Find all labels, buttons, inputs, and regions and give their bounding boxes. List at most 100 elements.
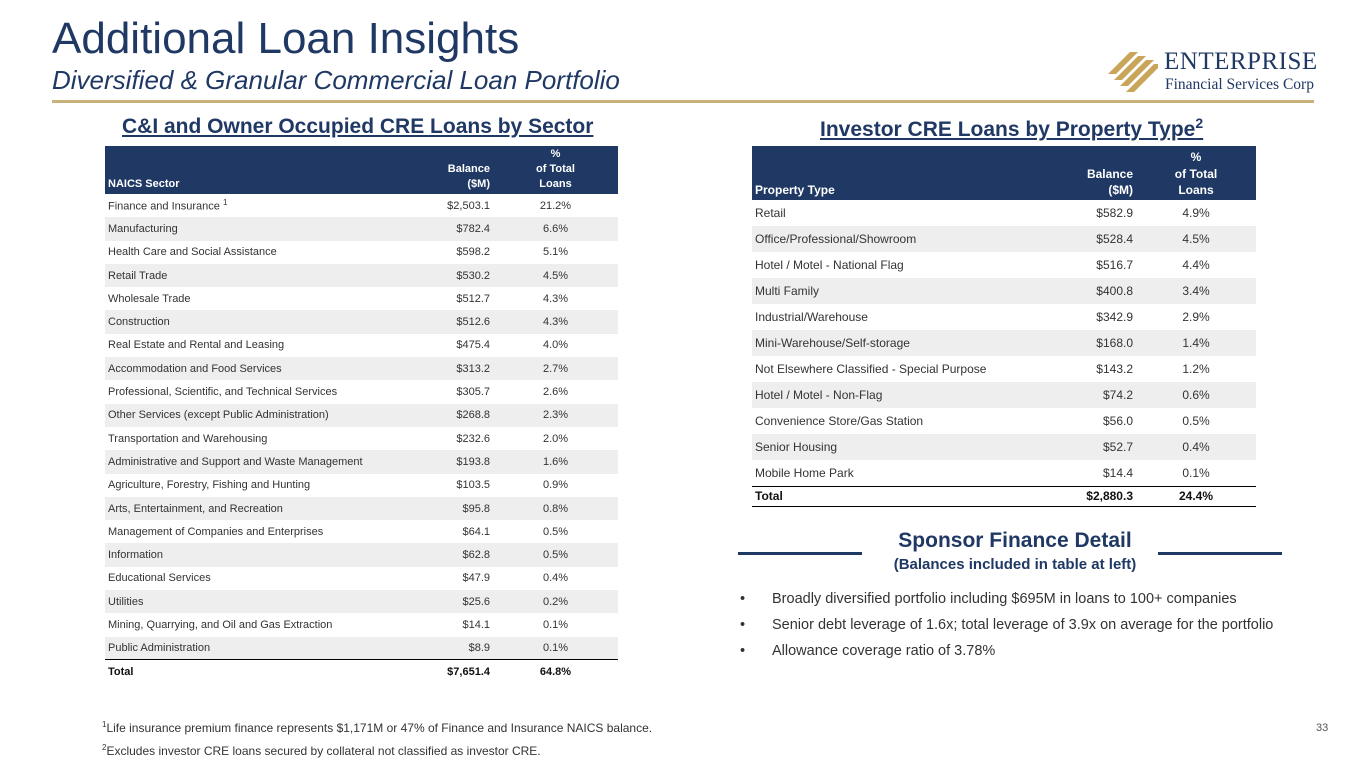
table-row: Mining, Quarrying, and Oil and Gas Extra… — [105, 613, 618, 636]
table-row: Arts, Entertainment, and Recreation $95.8… — [105, 496, 618, 521]
sponsor-divider-left — [738, 552, 862, 555]
row-percent: 4.0% — [542, 339, 569, 352]
row-balance: $64.1 — [462, 525, 490, 538]
row-balance: $56.0 — [1102, 414, 1133, 428]
row-percent: 1.4% — [1136, 330, 1256, 356]
row-label: Not Elsewhere Classified - Special Purpo… — [755, 362, 987, 376]
table-row: Health Care and Social Assistance $598.2 5… — [105, 241, 618, 264]
row-percent: 3.4% — [1136, 278, 1256, 304]
row-label: Professional, Scientific, and Technical … — [108, 386, 338, 399]
total-percent: 64.8% — [493, 659, 618, 683]
row-percent: 0.2% — [493, 590, 618, 614]
sponsor-bullet: Broadly diversified portfolio including … — [740, 588, 1300, 610]
row-balance: $47.9 — [462, 572, 490, 585]
row-label: Construction — [105, 310, 405, 334]
table-row: Office/Professional/Showroom $528.4 4.5% — [752, 226, 1256, 252]
row-label: Mining, Quarrying, and Oil and Gas Extra… — [108, 618, 333, 631]
row-label: Senior Housing — [752, 434, 1052, 460]
table-row: Senior Housing $52.7 0.4% — [752, 434, 1256, 460]
row-balance: $14.1 — [462, 618, 490, 631]
row-label: Mobile Home Park — [755, 465, 854, 480]
row-percent: 0.1% — [493, 636, 618, 660]
company-logo: ENTERPRISE Financial Services Corp — [1108, 48, 1318, 96]
left-section-title: C&I and Owner Occupied CRE Loans by Sect… — [122, 115, 594, 138]
row-percent: 4.3% — [493, 310, 618, 334]
row-balance: $512.6 — [405, 310, 493, 334]
row-percent: 1.2% — [1182, 362, 1210, 376]
row-label: Industrial/Warehouse — [755, 310, 868, 324]
table-header-row: NAICS Sector Balance ($M) % of Total Loans — [105, 146, 618, 194]
row-label: Agriculture, Forestry, Fishing and Hunti… — [108, 479, 311, 492]
sponsor-bullet: Senior debt leverage of 1.6x; total leve… — [740, 614, 1300, 636]
row-label: Information — [105, 543, 405, 567]
row-percent: 0.4% — [542, 572, 569, 585]
table-row: Industrial/Warehouse $342.9 2.9% — [752, 304, 1256, 330]
col-header-type: Property Type — [752, 146, 1052, 200]
row-percent: 0.5% — [542, 525, 569, 538]
table-row: Multi Family $400.8 3.4% — [752, 278, 1256, 304]
total-row: Total $7,651.4 64.8% — [105, 659, 618, 683]
row-label: Wholesale Trade — [108, 292, 191, 305]
row-balance: $74.2 — [1052, 382, 1136, 408]
table-row: Mobile Home Park $14.4 0.1% — [752, 460, 1256, 486]
table-row: Convenience Store/Gas Station $56.0 0.5% — [752, 408, 1256, 434]
row-label: Finance and Insurance 1 — [108, 198, 228, 213]
row-percent: 2.3% — [493, 403, 618, 427]
table-row: Not Elsewhere Classified - Special Purpo… — [752, 356, 1256, 382]
row-percent: 0.1% — [1182, 465, 1210, 480]
row-percent: 6.6% — [493, 217, 618, 241]
row-percent: 4.5% — [493, 263, 618, 288]
row-label: Office/Professional/Showroom — [752, 226, 1052, 252]
logo-wordmark: ENTERPRISE — [1164, 48, 1318, 75]
row-balance: $2,503.1 — [447, 199, 490, 212]
row-percent: 0.8% — [493, 496, 618, 521]
row-percent: 4.5% — [1136, 226, 1256, 252]
row-balance: $512.7 — [456, 292, 490, 305]
row-balance: $598.2 — [456, 246, 490, 259]
footnote-marker: 1 — [102, 720, 107, 729]
footnote: 2Excludes investor CRE loans secured by … — [102, 743, 541, 758]
row-percent: 0.5% — [1182, 414, 1210, 428]
table-row: Wholesale Trade $512.7 4.3% — [105, 287, 618, 310]
sector-loans-table: NAICS Sector Balance ($M) % of Total Loans … — [105, 146, 618, 683]
row-percent: 2.7% — [493, 357, 618, 381]
table-row: Information $62.8 0.5% — [105, 543, 618, 567]
footnote-marker: 1 — [222, 198, 228, 208]
table-row: Other Services (except Public Administra… — [105, 403, 618, 427]
total-row: Total $2,880.3 24.4% — [752, 485, 1256, 507]
row-balance: $475.4 — [456, 339, 490, 352]
table-row: Transportation and Warehousing $232.6 2.0% — [105, 427, 618, 450]
table-row: Public Administration $8.9 0.1% — [105, 636, 618, 660]
row-percent: 4.4% — [1182, 258, 1210, 272]
row-balance: $400.8 — [1052, 278, 1136, 304]
row-label: Transportation and Warehousing — [108, 432, 268, 445]
property-type-table: Property Type Balance ($M) % of Total Loans… — [752, 146, 1256, 507]
table-row: Administrative and Support and Waste Man… — [105, 450, 618, 474]
row-percent: 0.1% — [542, 618, 569, 631]
page-subtitle: Diversified & Granular Commercial Loan P… — [52, 65, 620, 95]
row-percent: 21.2% — [539, 199, 572, 212]
row-label: Hotel / Motel - Non-Flag — [752, 382, 1052, 408]
logo-tagline: Financial Services Corp — [1165, 76, 1314, 93]
footnote: 1Life insurance premium finance represen… — [102, 720, 653, 735]
sponsor-divider-right — [1158, 552, 1282, 555]
row-label: Multi Family — [752, 278, 1052, 304]
enterprise-logo-icon — [1108, 52, 1158, 92]
row-balance: $313.2 — [405, 357, 493, 381]
row-percent: 5.1% — [542, 246, 569, 259]
row-percent: 2.6% — [542, 386, 569, 399]
row-label: Hotel / Motel - National Flag — [755, 258, 904, 272]
total-balance: $2,880.3 — [1052, 485, 1136, 507]
table-row: Finance and Insurance 1 $2,503.1 21.2% — [105, 194, 618, 217]
sponsor-title: Sponsor Finance Detail — [898, 529, 1132, 552]
row-balance: $582.9 — [1096, 206, 1133, 220]
header-rule — [52, 100, 1314, 103]
table-row: Manufacturing $782.4 6.6% — [105, 217, 618, 241]
table-header-row: Property Type Balance ($M) % of Total Loans — [752, 146, 1256, 200]
row-label: Mini-Warehouse/Self-storage — [752, 330, 1052, 356]
table-row: Construction $512.6 4.3% — [105, 310, 618, 334]
row-percent: 4.3% — [542, 292, 569, 305]
footnotes: 1Life insurance premium finance represen… — [102, 715, 652, 761]
table-row: Real Estate and Rental and Leasing $475.4… — [105, 334, 618, 357]
col-header-pct: % of Total Loans — [1136, 146, 1256, 200]
